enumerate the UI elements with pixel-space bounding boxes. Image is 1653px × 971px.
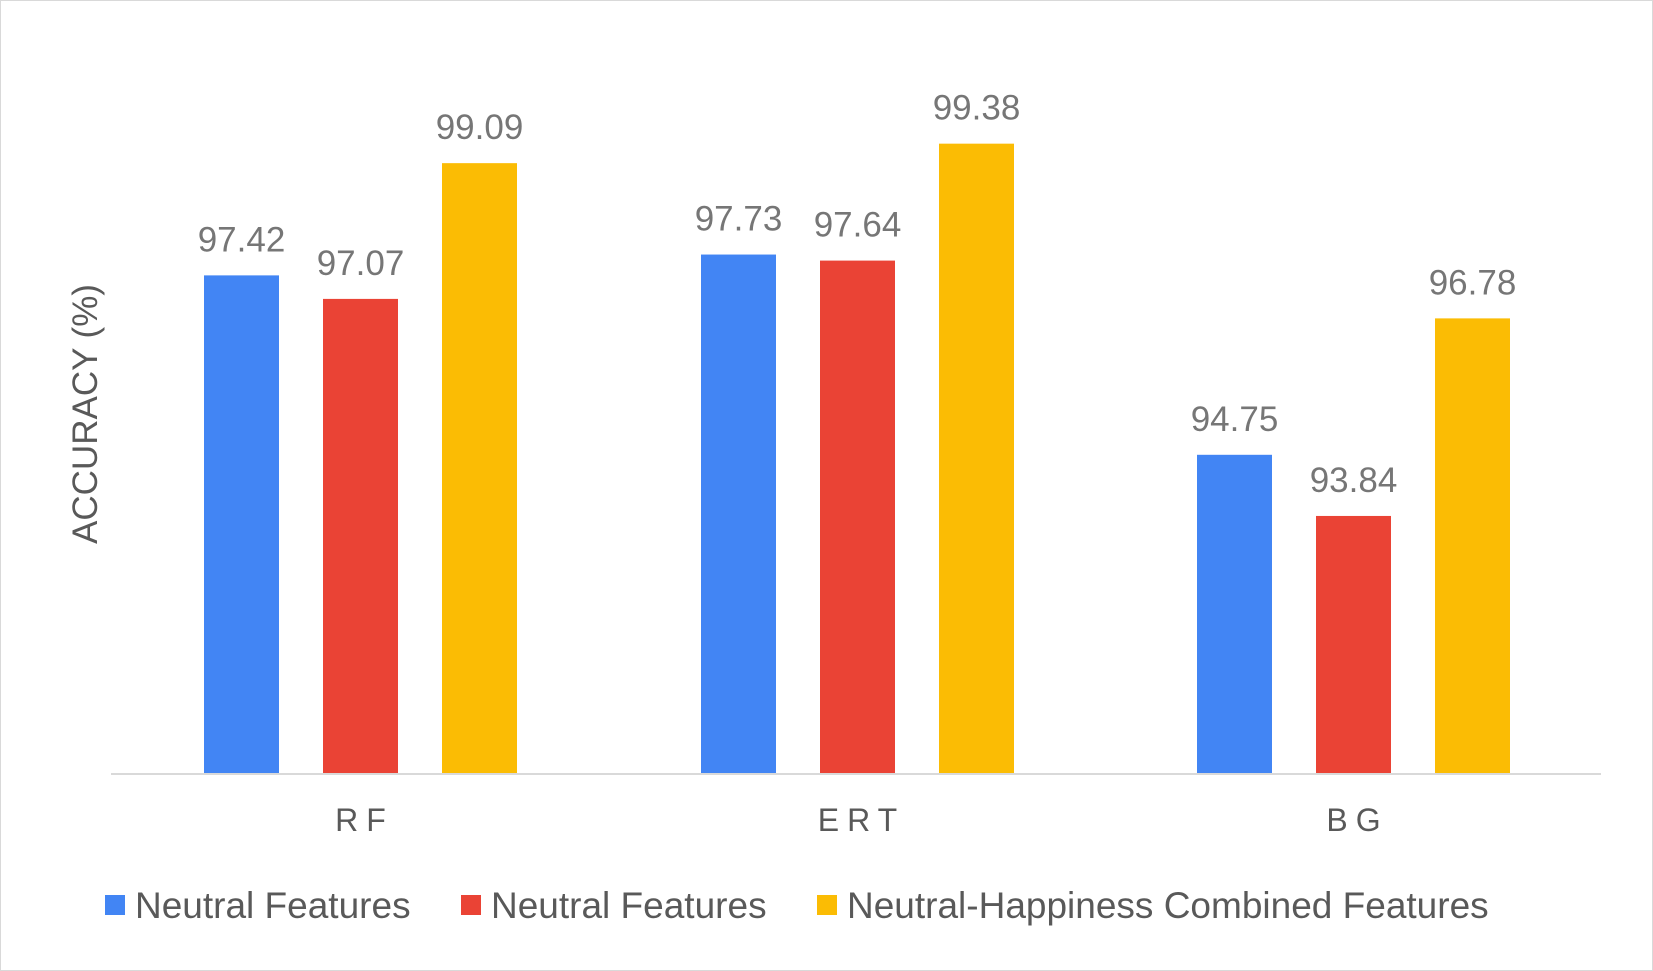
bar-rf-neutral-happiness-combined xyxy=(442,163,517,775)
data-label-ert-neutral-features-red: 97.64 xyxy=(814,206,902,245)
legend-swatch-neutral-features-red xyxy=(461,895,481,915)
legend-label-neutral-features-red: Neutral Features xyxy=(491,885,767,926)
bar-rf-neutral-features-blue xyxy=(204,275,279,774)
data-label-bg-neutral-happiness-combined: 96.78 xyxy=(1429,263,1517,302)
bars-layer xyxy=(204,143,1510,775)
data-label-bg-neutral-features-blue: 94.75 xyxy=(1191,400,1279,439)
data-labels-layer: 97.42 97.73 94.75 97.07 97.64 93.84 99.09 99.38… xyxy=(198,89,1517,500)
data-label-ert-neutral-happiness-combined: 99.38 xyxy=(933,89,1021,128)
legend: Neutral Features Neutral Features Neutral-… xyxy=(105,885,1489,926)
legend-swatch-neutral-happiness-combined xyxy=(817,895,837,915)
category-label-rf: RF xyxy=(335,802,394,838)
bar-ert-neutral-features-blue xyxy=(701,254,776,774)
data-label-rf-neutral-happiness-combined: 99.09 xyxy=(436,108,524,147)
category-label-ert: ERT xyxy=(818,802,905,838)
legend-item-neutral-features-red: Neutral Features xyxy=(461,885,767,926)
category-labels-layer: RF ERT BG xyxy=(335,802,1388,838)
data-label-bg-neutral-features-red: 93.84 xyxy=(1310,461,1398,500)
bar-rf-neutral-features-red xyxy=(323,298,398,774)
y-axis-title: ACCURACY (%) xyxy=(66,284,105,544)
data-label-rf-neutral-features-red: 97.07 xyxy=(317,244,405,283)
legend-label-neutral-happiness-combined: Neutral-Happiness Combined Features xyxy=(847,885,1489,926)
bar-bg-neutral-features-red xyxy=(1316,515,1391,774)
legend-item-neutral-happiness-combined: Neutral-Happiness Combined Features xyxy=(817,885,1489,926)
legend-swatch-neutral-features-blue xyxy=(105,895,125,915)
bar-bg-neutral-happiness-combined xyxy=(1435,318,1510,774)
category-label-bg: BG xyxy=(1326,802,1388,838)
bar-ert-neutral-features-red xyxy=(820,260,895,774)
bar-ert-neutral-happiness-combined xyxy=(939,143,1014,774)
bar-bg-neutral-features-blue xyxy=(1197,454,1272,774)
legend-item-neutral-features-blue: Neutral Features xyxy=(105,885,411,926)
legend-label-neutral-features-blue: Neutral Features xyxy=(135,885,411,926)
data-label-ert-neutral-features-blue: 97.73 xyxy=(695,200,783,239)
data-label-rf-neutral-features-blue: 97.42 xyxy=(198,220,286,259)
